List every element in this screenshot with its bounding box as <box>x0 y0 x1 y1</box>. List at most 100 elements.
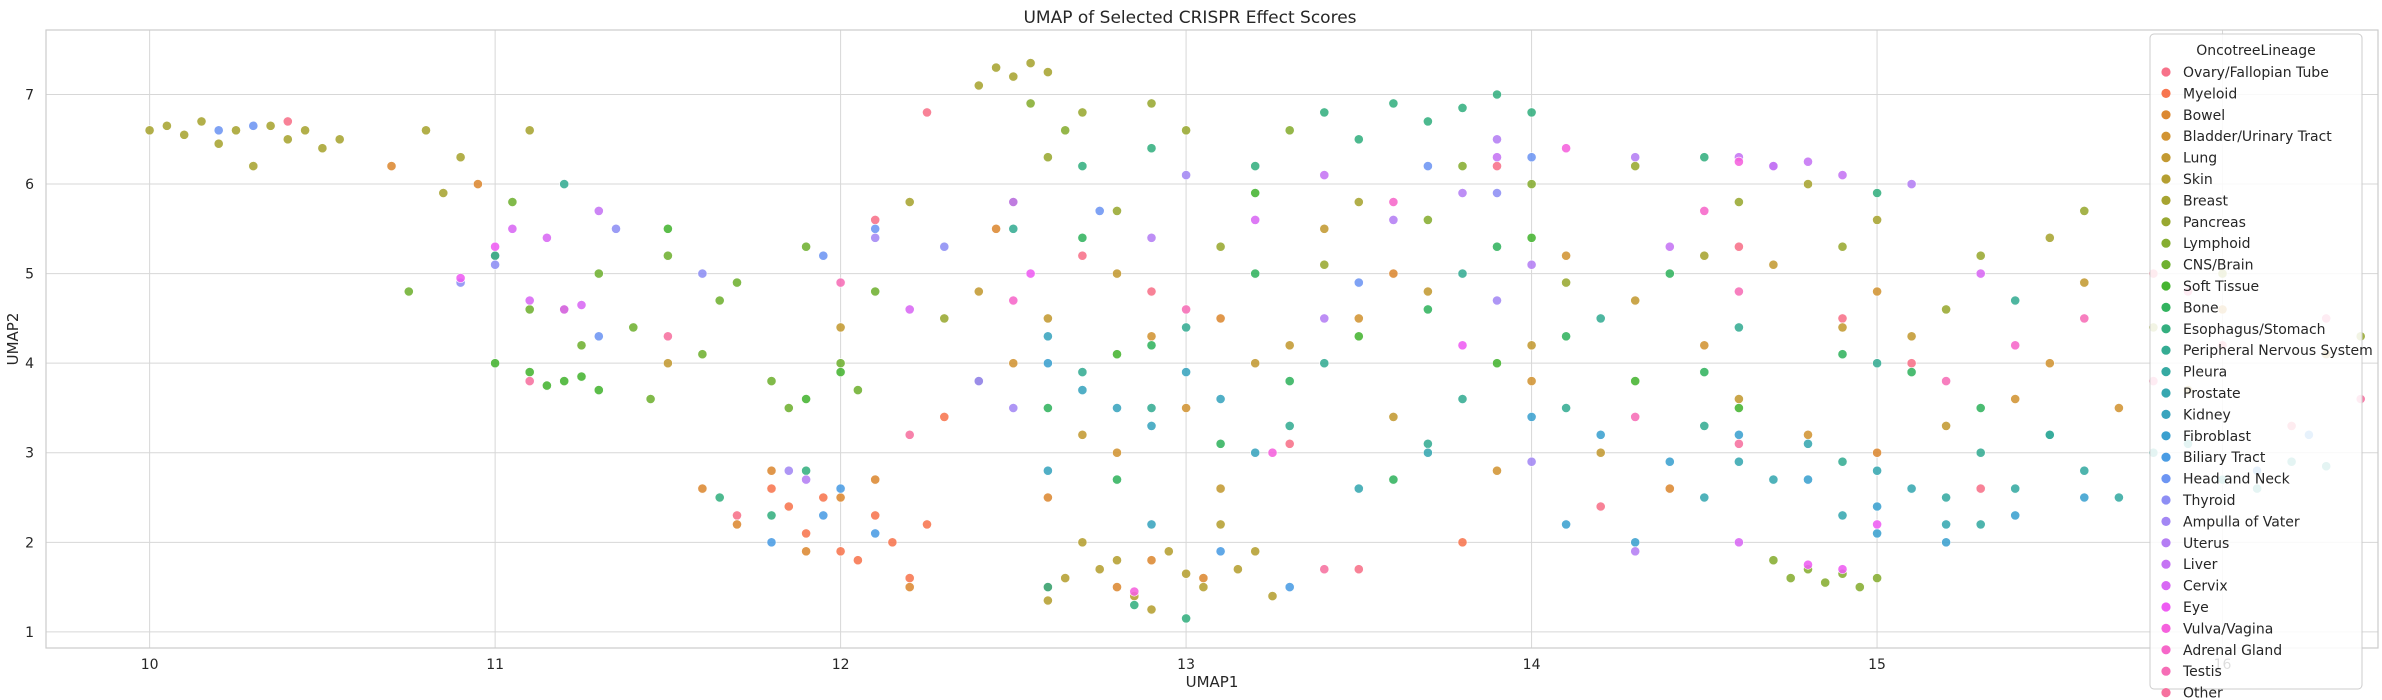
scatter-point <box>507 197 518 207</box>
scatter-point <box>1906 483 1917 494</box>
legend-marker <box>2161 174 2171 184</box>
chart-title: UMAP of Selected CRISPR Effect Scores <box>1023 8 1356 28</box>
scatter-point <box>1975 268 1986 279</box>
scatter-point <box>1112 403 1122 413</box>
scatter-point <box>282 134 293 145</box>
series-group <box>144 58 2055 261</box>
scatter-point <box>973 80 984 91</box>
scatter-point <box>870 232 881 243</box>
scatter-point <box>904 304 915 315</box>
scatter-point <box>1215 519 1226 530</box>
series-group <box>386 161 1882 592</box>
scatter-point <box>1457 161 1468 171</box>
scatter-point <box>1561 277 1571 288</box>
y-tick-label: 1 <box>25 625 34 641</box>
scatter-point <box>1146 98 1157 109</box>
scatter-point <box>1112 582 1122 592</box>
scatter-point <box>1837 170 1848 180</box>
scatter-point <box>1077 232 1088 243</box>
scatter-point <box>1388 268 1399 279</box>
scatter-point <box>1837 349 1848 360</box>
scatter-point <box>1353 564 1364 575</box>
scatter-point <box>2010 510 2021 521</box>
scatter-point <box>1699 367 1710 377</box>
scatter-point <box>1112 205 1122 216</box>
plot-frame <box>45 29 2379 649</box>
scatter-point <box>1872 358 1882 369</box>
scatter-point <box>1734 241 1744 252</box>
scatter-point <box>904 197 915 207</box>
scatter-point <box>1043 152 1053 163</box>
scatter-point <box>645 394 656 404</box>
y-tick-labels: 1 2 3 4 5 6 7 <box>25 87 34 640</box>
scatter-point <box>1526 259 1537 270</box>
scatter-point <box>1388 98 1399 109</box>
scatter-point <box>1077 250 1088 261</box>
scatter-point <box>732 510 742 521</box>
scatter-point <box>1388 411 1399 422</box>
legend-title: OncotreeLineage <box>2196 43 2316 59</box>
scatter-point <box>1284 125 1295 136</box>
scatter-point <box>835 277 846 288</box>
scatter-point <box>835 358 846 369</box>
scatter-point <box>1353 483 1364 494</box>
scatter-point <box>1423 438 1433 449</box>
scatter-point <box>1423 214 1433 225</box>
scatter-point <box>732 277 742 288</box>
legend-marker <box>2161 238 2171 248</box>
scatter-point <box>1595 501 1606 512</box>
scatter-point <box>1492 89 1502 100</box>
legend-box <box>2149 33 2363 690</box>
scatter-point <box>2010 295 2021 306</box>
legend-marker <box>2161 302 2171 312</box>
scatter-point <box>1785 573 1796 583</box>
legend-marker <box>2161 452 2171 462</box>
scatter-point <box>559 304 570 315</box>
scatter-point <box>490 250 500 261</box>
scatter-point <box>334 134 345 145</box>
grid-lines <box>46 30 2378 648</box>
scatter-point <box>1734 197 1744 207</box>
series-group <box>455 241 1882 575</box>
scatter-point <box>1561 331 1571 342</box>
scatter-point <box>1457 537 1468 548</box>
scatter-point <box>766 537 777 548</box>
scatter-point <box>1112 447 1122 458</box>
scatter-point <box>265 120 276 131</box>
scatter-point <box>1492 295 1502 306</box>
scatter-point <box>1820 577 1831 588</box>
scatter-point <box>1595 447 1606 458</box>
legend-marker <box>2161 131 2171 141</box>
scatter-point <box>835 483 846 494</box>
legend-label: Ampulla of Vater <box>2183 514 2300 530</box>
scatter-point <box>1008 403 1019 413</box>
scatter-point <box>1526 411 1537 422</box>
legend-item: Prostate <box>2161 386 2241 402</box>
legend-item: Biliary Tract <box>2161 450 2266 466</box>
scatter-point <box>1146 604 1157 615</box>
scatter-point <box>1163 546 1174 557</box>
scatter-point <box>1526 376 1537 386</box>
scatter-point <box>1906 358 1917 369</box>
legend-label: Liver <box>2183 557 2218 573</box>
scatter-point <box>490 358 500 369</box>
scatter-point <box>1129 586 1140 597</box>
scatter-point <box>1941 519 1951 530</box>
scatter-point <box>801 528 811 539</box>
scatter-points <box>144 58 2366 624</box>
scatter-point <box>472 179 483 189</box>
scatter-point <box>835 492 846 503</box>
legend-marker <box>2161 623 2171 634</box>
scatter-point <box>1872 447 1882 458</box>
scatter-point <box>1284 340 1295 351</box>
scatter-point <box>1664 483 1675 494</box>
scatter-point <box>1526 456 1537 467</box>
legend-label: Cervix <box>2183 579 2228 595</box>
scatter-point <box>1526 340 1537 351</box>
scatter-point <box>1837 456 1848 467</box>
scatter-point <box>1215 241 1226 252</box>
scatter-point <box>1872 501 1882 512</box>
scatter-point <box>1664 456 1675 467</box>
scatter-point <box>1768 555 1779 566</box>
scatter-point <box>1233 564 1243 575</box>
